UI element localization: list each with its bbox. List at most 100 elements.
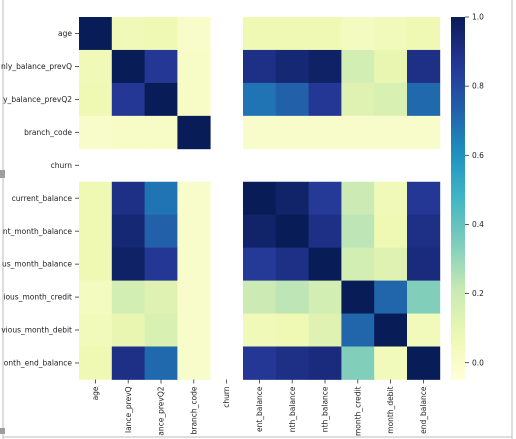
heatmap-cell <box>308 181 342 216</box>
row-tick-labels: age nly_balance_prevQ y_balance_prevQ2bran… <box>1 29 79 368</box>
heatmap-cell <box>177 214 211 249</box>
heatmap-cell <box>177 82 211 117</box>
column-tick-label: nth_balance <box>288 386 297 432</box>
heatmap-cell <box>177 181 211 216</box>
colorbar-tick-label: 0.4 <box>472 220 484 229</box>
heatmap-cell <box>407 17 441 51</box>
heatmap-cell <box>243 17 277 51</box>
heatmap-cell <box>79 214 113 249</box>
heatmap-cell <box>341 82 375 117</box>
heatmap-cell <box>144 214 178 249</box>
colorbar-ticks: 1.0 0.8 0.6 0.4 0.2 0.0 <box>465 13 484 367</box>
heatmap-cell <box>79 49 113 84</box>
heatmap-cell <box>79 346 113 380</box>
heatmap-cell <box>407 280 441 314</box>
heatmap-cell <box>243 49 277 84</box>
heatmap-cell <box>144 280 178 314</box>
heatmap-cell <box>341 214 375 249</box>
heatmap-cell <box>275 17 309 51</box>
heatmap-cell <box>275 346 309 380</box>
heatmap-cell <box>374 313 408 347</box>
heatmap-cell <box>407 82 441 117</box>
column-tick-label: month_credit <box>353 386 362 436</box>
colorbar-scale <box>451 17 465 380</box>
heatmap-cell <box>111 280 145 314</box>
heatmap-cell <box>79 247 113 281</box>
heatmap-cell <box>243 214 277 249</box>
heatmap-cell <box>275 280 309 314</box>
row-tick-label: branch_code <box>24 128 72 137</box>
heatmap-cell <box>407 49 441 84</box>
heatmap-cell <box>374 247 408 281</box>
colorbar: 1.0 0.8 0.6 0.4 0.2 0.0 <box>451 13 484 380</box>
heatmap-cell <box>275 49 309 84</box>
heatmap-cell <box>79 313 113 347</box>
scroll-marker-icon[interactable] <box>0 428 5 434</box>
colorbar-tick-label: 0.0 <box>472 358 484 367</box>
heatmap-cell <box>177 247 211 281</box>
heatmap-cell <box>243 280 277 314</box>
column-tick-label: lance_prevQ <box>124 386 133 433</box>
heatmap-cell <box>308 280 342 314</box>
column-tick-label: ance_prevQ2 <box>157 386 166 435</box>
column-tick-label: end_balance <box>419 386 428 434</box>
heatmap-cell <box>275 313 309 347</box>
colorbar-tick-label: 0.6 <box>472 151 484 160</box>
heatmap-cell <box>341 346 375 380</box>
heatmap-cell <box>374 17 408 51</box>
row-tick-label: ious_month_credit <box>3 293 72 302</box>
heatmap-cell <box>243 346 277 380</box>
heatmap-cell <box>308 247 342 281</box>
heatmap-cell <box>407 181 441 216</box>
heatmap-cell <box>177 115 211 150</box>
heatmap-cell <box>144 82 178 117</box>
heatmap-cell <box>177 17 211 51</box>
row-tick-label: us_month_balance <box>2 260 72 269</box>
heatmap-cell <box>79 17 113 51</box>
column-tick-label: ent_balance <box>255 386 264 432</box>
heatmap-cell <box>144 49 178 84</box>
heatmap-cell <box>275 214 309 249</box>
heatmap-cell <box>308 214 342 249</box>
heatmap-cell <box>275 181 309 216</box>
heatmap-cell <box>341 115 375 150</box>
row-tick-label: current_balance <box>12 194 73 203</box>
heatmap-cell <box>177 346 211 380</box>
column-tick-label: month_debit <box>386 386 395 433</box>
column-tick-labels: age lance_prevQ ance_prevQ2 branch_code chur… <box>91 379 428 436</box>
heatmap-cell <box>243 115 277 150</box>
colorbar-tick-label: 0.8 <box>472 82 484 91</box>
heatmap-cell <box>374 115 408 150</box>
heatmap-cell <box>407 247 441 281</box>
heatmap-cell <box>374 82 408 117</box>
heatmap-cell <box>243 247 277 281</box>
heatmap-cell <box>144 115 178 150</box>
heatmap-cell <box>374 181 408 216</box>
heatmap-cell <box>374 346 408 380</box>
heatmap-cell <box>407 346 441 380</box>
heatmap-cell <box>144 313 178 347</box>
heatmap-cell <box>243 313 277 347</box>
heatmap-cell <box>275 247 309 281</box>
heatmap-cells <box>79 17 441 380</box>
heatmap-cell <box>177 49 211 84</box>
heatmap-cell <box>341 313 375 347</box>
heatmap-cell <box>177 313 211 347</box>
colorbar-tick-label: 0.2 <box>472 289 484 298</box>
heatmap-cell <box>308 49 342 84</box>
row-tick-label: churn <box>51 161 73 170</box>
resize-handle-icon[interactable] <box>0 170 5 178</box>
heatmap-cell <box>144 181 178 216</box>
row-tick-label: vious_month_debit <box>1 326 72 335</box>
heatmap-cell <box>308 115 342 150</box>
heatmap-cell <box>144 346 178 380</box>
heatmap-cell <box>341 181 375 216</box>
heatmap-cell <box>111 17 145 51</box>
heatmap-cell <box>177 280 211 314</box>
heatmap-cell <box>111 313 145 347</box>
row-tick-label: y_balance_prevQ2 <box>3 95 72 104</box>
heatmap-cell <box>111 82 145 117</box>
heatmap-cell <box>374 214 408 249</box>
row-tick-label: nly_balance_prevQ <box>1 62 72 71</box>
